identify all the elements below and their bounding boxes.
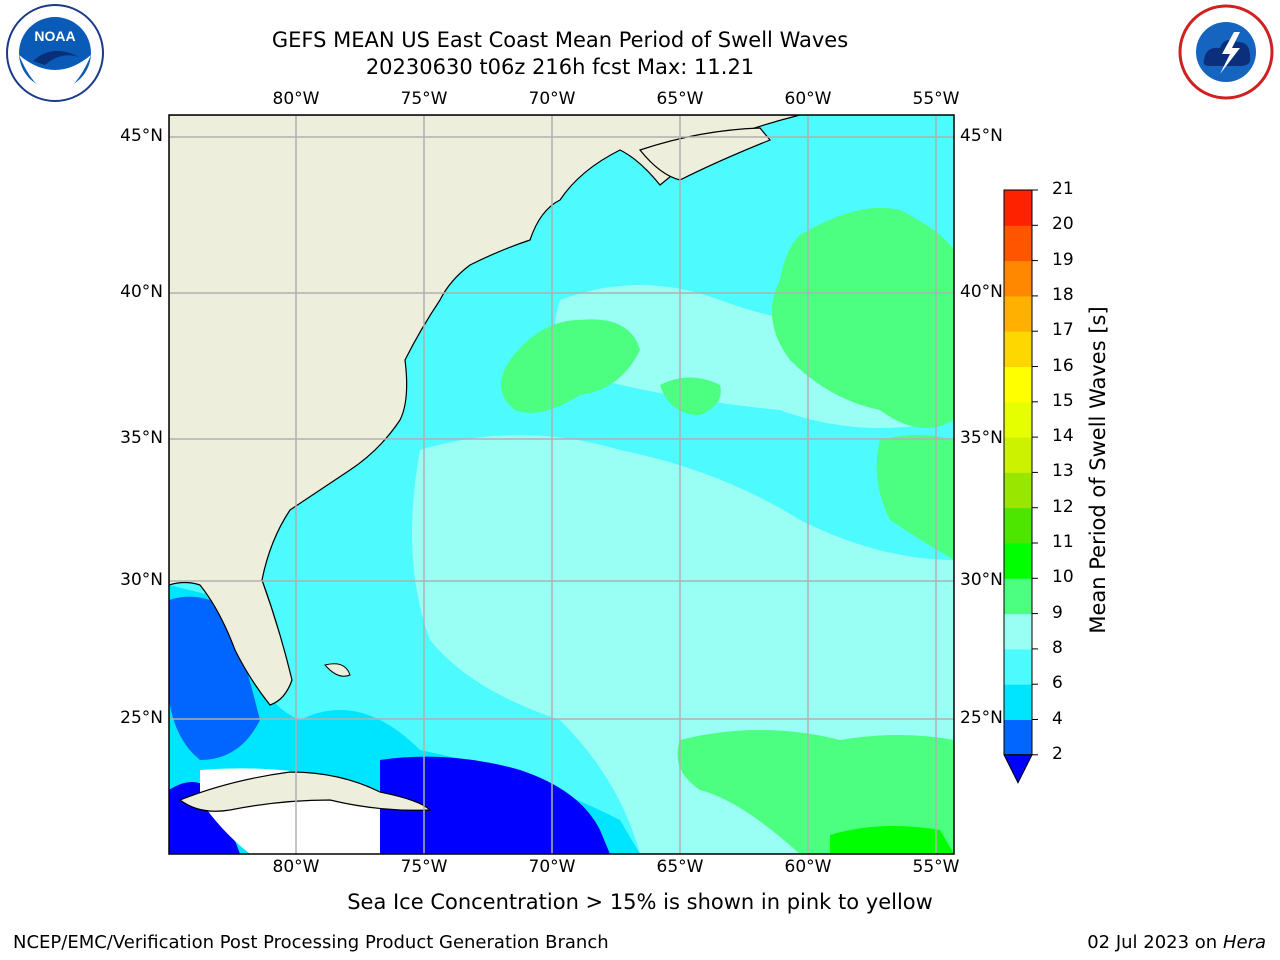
colorbar-tick-label: 9 [1052, 602, 1063, 623]
lon-label-top: 55°W [912, 89, 960, 109]
lon-label-bottom: 80°W [272, 857, 320, 877]
noaa-logo: NOAA [5, 3, 105, 103]
colorbar-segment [1004, 684, 1032, 720]
colorbar-tick-label: 13 [1052, 461, 1074, 482]
colorbar-tick-label: 6 [1052, 673, 1063, 694]
land-nova-scotia [638, 127, 771, 181]
colorbar [1003, 189, 1038, 784]
land-north-america [169, 115, 801, 706]
colorbar-tick-label: 19 [1052, 249, 1074, 270]
colorbar-segment [1004, 543, 1032, 579]
lat-label-right: 30°N [960, 570, 1003, 590]
lat-label-right: 35°N [960, 428, 1003, 448]
lat-label-right: 45°N [960, 126, 1003, 146]
lat-label-right: 25°N [960, 708, 1003, 728]
lat-label-left: 40°N [120, 282, 163, 302]
colorbar-tick-label: 20 [1052, 214, 1074, 235]
colorbar-segment [1004, 719, 1032, 756]
colorbar-segment [1004, 613, 1032, 650]
colorbar-segment [1004, 401, 1032, 438]
footer-date: 02 Jul 2023 on Hera [1087, 932, 1266, 953]
colorbar-segment [1004, 260, 1032, 297]
lat-label-right: 40°N [960, 282, 1003, 302]
colorbar-tick-label: 10 [1052, 567, 1074, 588]
lat-label-left: 45°N [120, 126, 163, 146]
colorbar-segment [1004, 437, 1032, 473]
period-9-10-region-mid [660, 377, 721, 415]
colorbar-segment [1004, 472, 1032, 509]
lon-label-bottom: 70°W [528, 857, 576, 877]
lon-label-top: 70°W [528, 89, 576, 109]
period-9-10-region-east [876, 435, 954, 560]
nws-logo [1176, 2, 1276, 102]
colorbar-tick-label: 12 [1052, 496, 1074, 517]
colorbar-segment [1004, 507, 1032, 544]
lon-label-bottom: 65°W [656, 857, 704, 877]
lon-label-top: 60°W [784, 89, 832, 109]
colorbar-tick-label: 14 [1052, 426, 1074, 447]
lon-label-top: 65°W [656, 89, 704, 109]
colorbar-tick-label: 15 [1052, 390, 1074, 411]
colorbar-tick-label: 21 [1052, 179, 1074, 199]
map-subtitle: 20230630 t06z 216h fcst Max: 11.21 [365, 55, 755, 79]
colorbar-segment [1004, 295, 1032, 332]
land-cuba [178, 771, 432, 812]
colorbar-tick-label: 4 [1052, 708, 1063, 729]
lon-label-bottom: 55°W [912, 857, 960, 877]
colorbar-tick-label: 18 [1052, 284, 1074, 305]
colorbar-segment [1004, 578, 1032, 615]
lon-label-bottom: 75°W [400, 857, 448, 877]
footer-date-text: 02 Jul 2023 on [1087, 932, 1223, 953]
noaa-logo-text: NOAA [34, 28, 75, 44]
footer-branch: NCEP/EMC/Verification Post Processing Pr… [13, 932, 609, 953]
period-10-11-region [830, 826, 954, 854]
lat-label-left: 35°N [120, 428, 163, 448]
colorbar-tick-label: 11 [1052, 532, 1074, 552]
land-bahamas [324, 663, 351, 677]
colorbar-segment [1004, 225, 1032, 262]
sea-ice-caption: Sea Ice Concentration > 15% is shown in … [347, 890, 933, 914]
colorbar-under-extension [1003, 754, 1033, 784]
colorbar-segment [1004, 190, 1032, 226]
period-9-10-region-se [677, 730, 954, 854]
map-gridlines [169, 115, 954, 854]
colorbar-segment [1004, 331, 1032, 367]
lat-label-left: 30°N [120, 570, 163, 590]
lon-label-bottom: 60°W [784, 857, 832, 877]
map-frame [168, 114, 955, 855]
colorbar-tick-label: 16 [1052, 355, 1074, 376]
colorbar-segment [1004, 648, 1032, 685]
lon-label-top: 75°W [400, 89, 448, 109]
period-9-10-region-central [501, 319, 640, 413]
lat-label-left: 25°N [120, 708, 163, 728]
colorbar-tick-label: 2 [1052, 743, 1063, 764]
map-title: GEFS MEAN US East Coast Mean Period of S… [271, 28, 849, 52]
footer-machine: Hera [1222, 932, 1266, 953]
lon-label-top: 80°W [272, 89, 320, 109]
colorbar-segment [1004, 366, 1032, 403]
colorbar-tick-label: 8 [1052, 637, 1063, 658]
colorbar-tick-label: 17 [1052, 320, 1074, 341]
period-9-10-region-ne [772, 207, 954, 428]
